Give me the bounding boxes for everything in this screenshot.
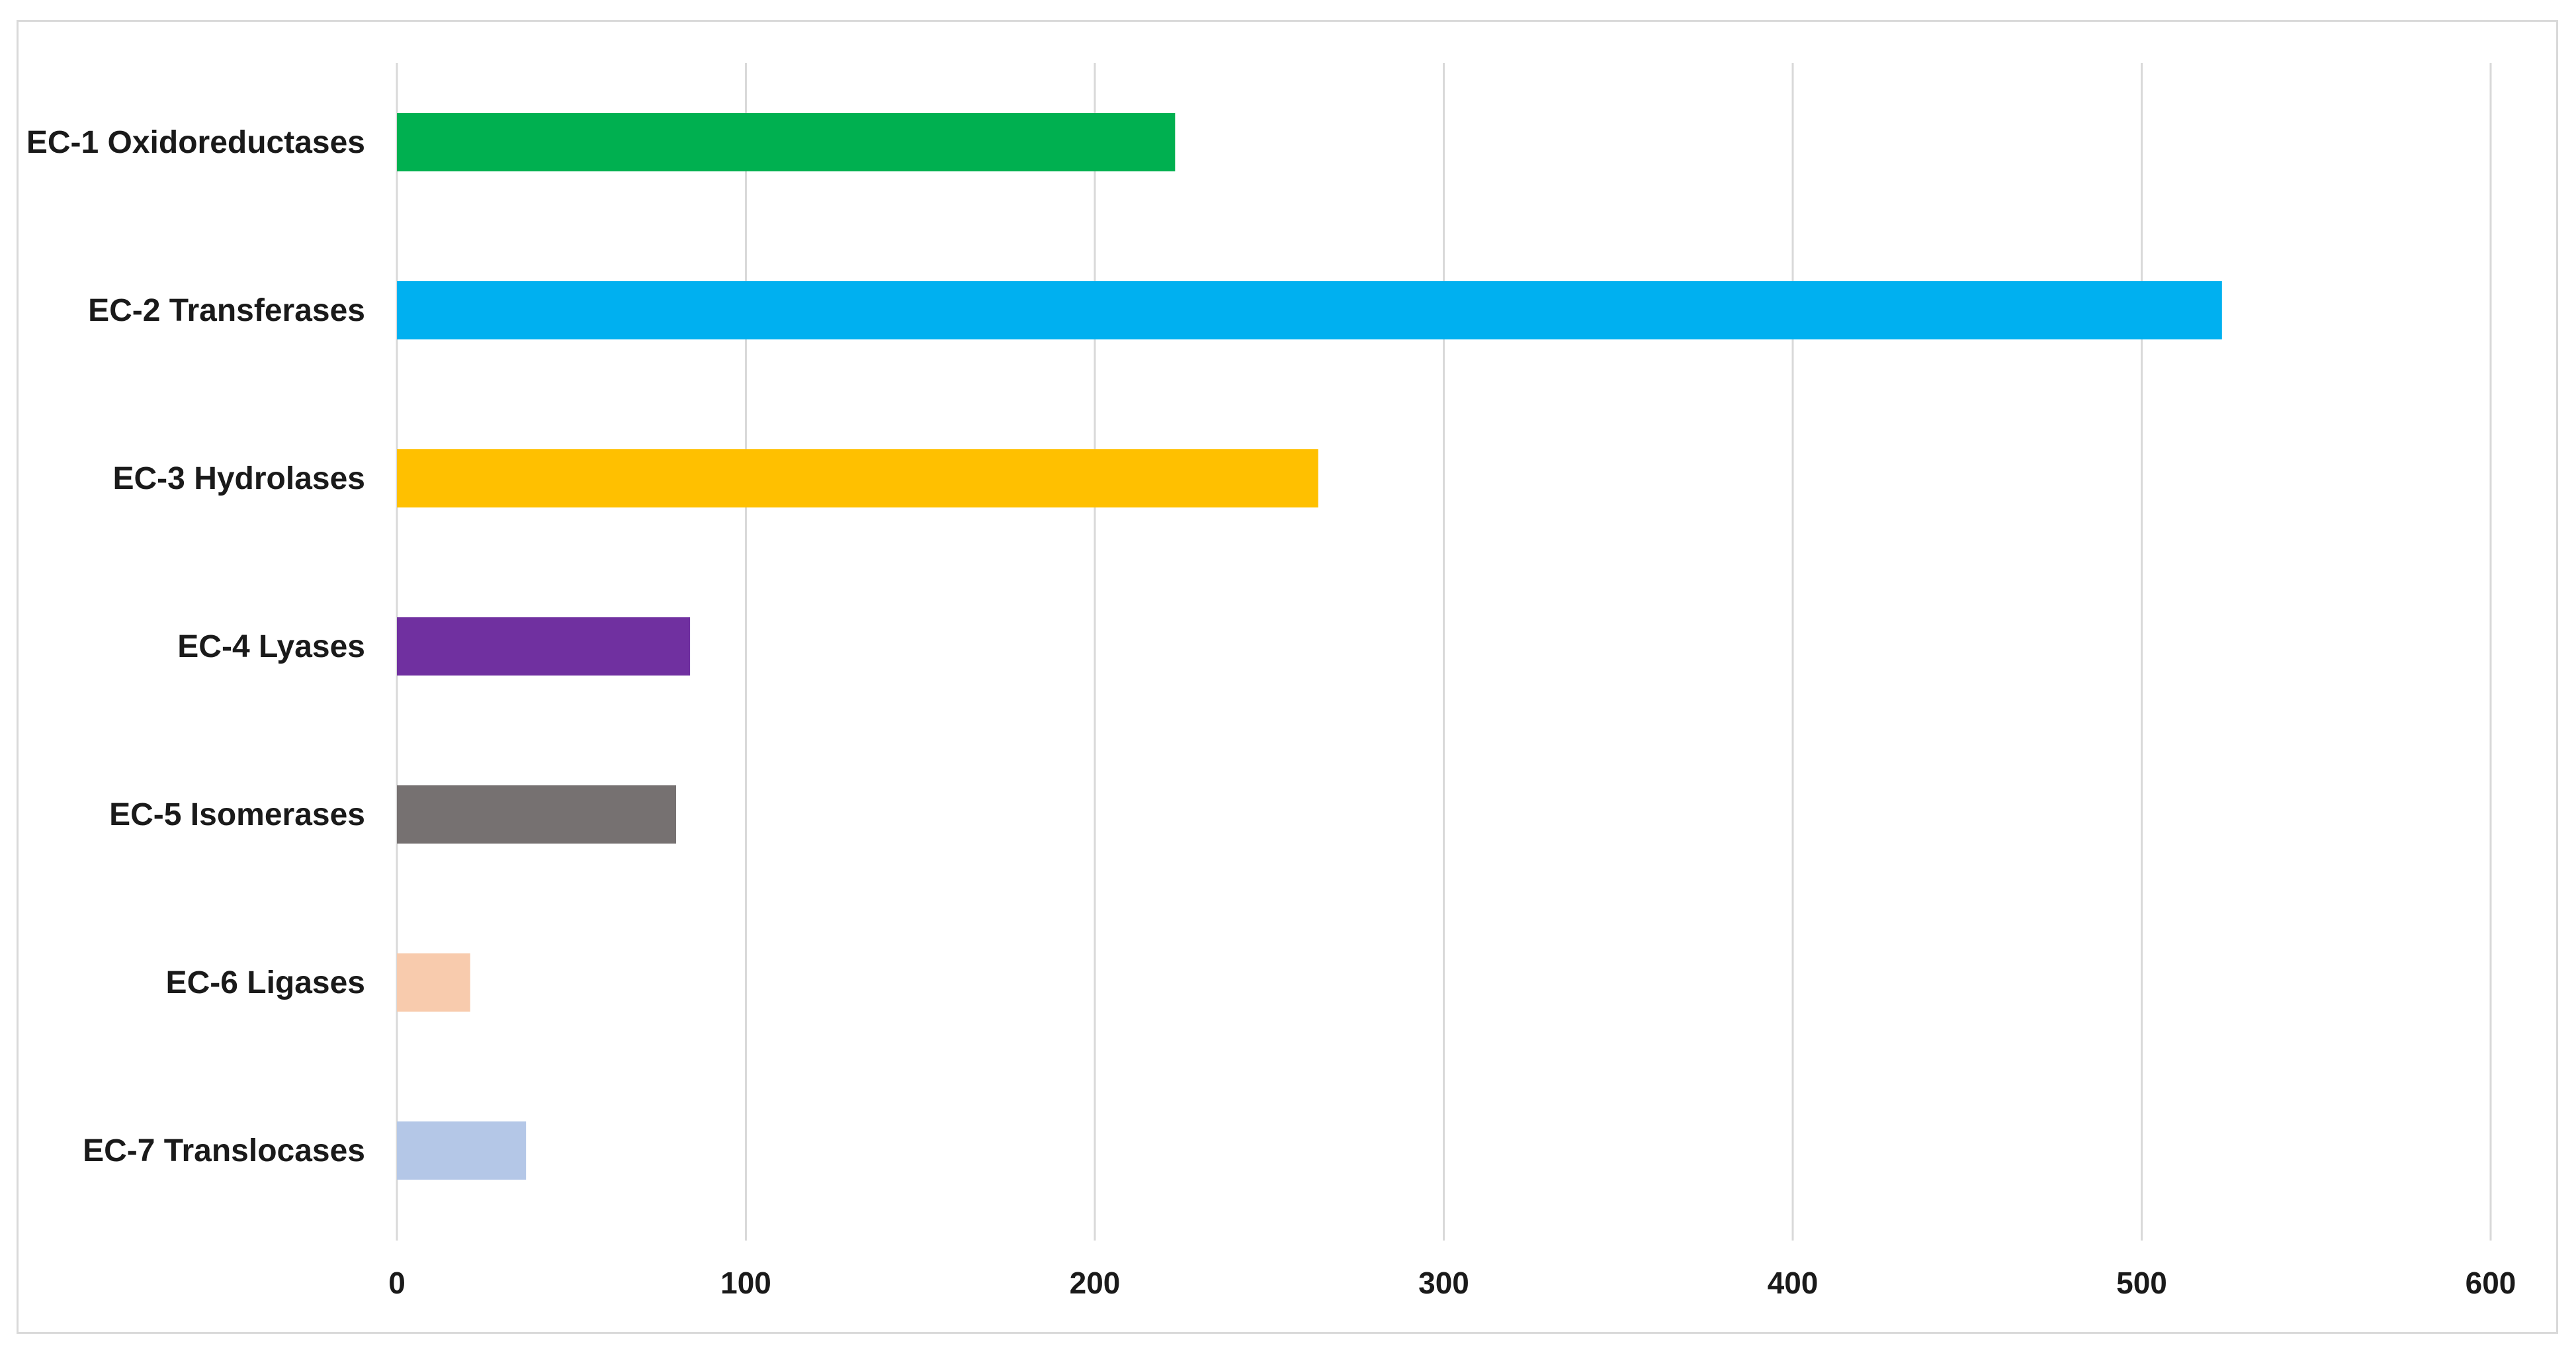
bar-7 [397, 1121, 527, 1180]
chart-frame [17, 20, 2558, 1334]
bar-3 [397, 449, 1318, 507]
x-tick-label-100: 100 [720, 1266, 771, 1300]
bars [397, 113, 2222, 1180]
x-tick-label-300: 300 [1418, 1266, 1469, 1300]
bar-1 [397, 113, 1176, 171]
bar-6 [397, 953, 470, 1012]
category-label-3: EC-3 Hydrolases [113, 461, 366, 496]
x-tick-labels: 0 100 200 300 400 500 600 [388, 1266, 2516, 1300]
category-label-6: EC-6 Ligases [166, 965, 365, 1000]
category-label-1: EC-1 Oxidoreductases [26, 125, 365, 160]
category-label-5: EC-5 Isomerases [109, 797, 365, 832]
category-label-4: EC-4 Lyases [177, 629, 365, 664]
category-labels: EC-1 Oxidoreductases EC-2 Transferases EC-… [26, 125, 365, 1168]
bar-5 [397, 785, 676, 844]
x-tick-label-600: 600 [2466, 1266, 2516, 1300]
bar-2 [397, 281, 2222, 339]
gridlines [396, 63, 2492, 1241]
bar-4 [397, 617, 691, 676]
category-label-7: EC-7 Translocases [83, 1133, 365, 1168]
x-tick-label-0: 0 [388, 1266, 406, 1300]
x-tick-label-500: 500 [2116, 1266, 2167, 1300]
x-tick-label-200: 200 [1070, 1266, 1121, 1300]
category-label-2: EC-2 Transferases [88, 293, 365, 328]
x-tick-label-400: 400 [1768, 1266, 1819, 1300]
